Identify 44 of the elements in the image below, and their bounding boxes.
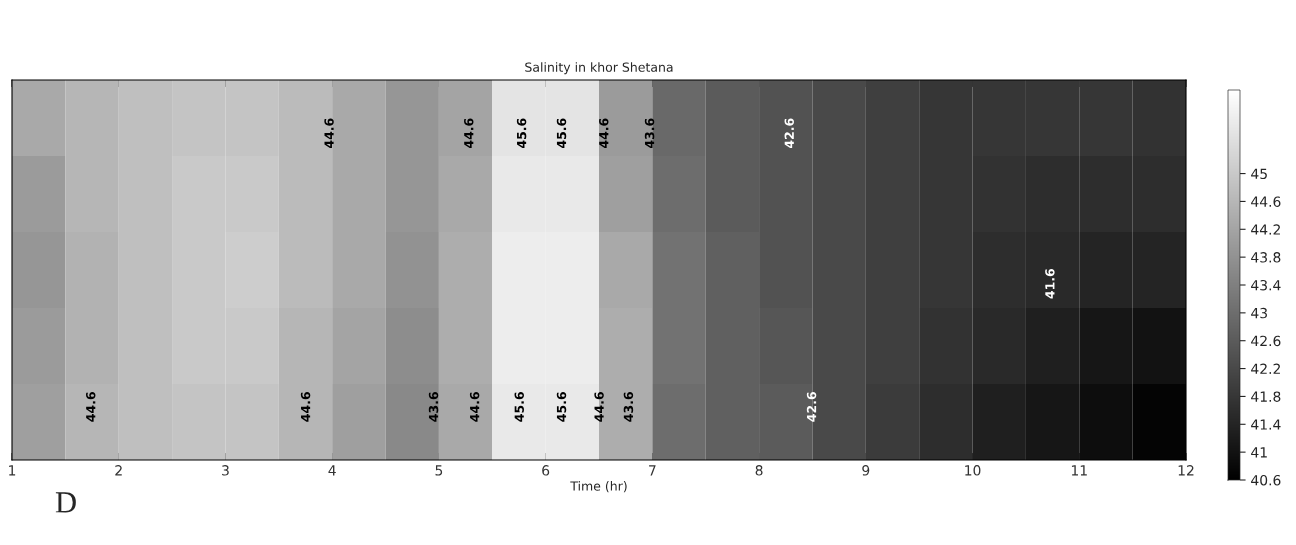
color-bar-label: 44.2 — [1251, 224, 1280, 235]
color-bar-label: 41.4 — [1251, 419, 1281, 430]
annotation: 44.6 — [324, 118, 334, 149]
color-bar-label: 44.6 — [1251, 196, 1281, 207]
x-tick-label: 4 — [328, 465, 336, 476]
color-bar-label: 43.4 — [1251, 279, 1281, 291]
x-tick-label: 2 — [115, 465, 122, 476]
color-bar-label: 42.2 — [1251, 363, 1280, 374]
annotation: 43.6 — [428, 392, 439, 422]
annotation: 43.6 — [623, 392, 634, 422]
annotation: 44.6 — [469, 392, 480, 422]
x-tick-label: 12 — [1178, 465, 1194, 476]
x-tick-label: 1 — [9, 465, 16, 476]
annotation: 44.6 — [594, 392, 604, 422]
x-axis-title: Time (hr) — [570, 481, 627, 493]
annotation: 45.6 — [556, 118, 567, 149]
x-tick-label: 5 — [435, 465, 443, 476]
annotation: 44.6 — [86, 392, 96, 422]
x-tick-label: 10 — [965, 465, 981, 476]
color-bar-label: 45 — [1251, 168, 1267, 180]
annotation: 44.6 — [599, 118, 609, 149]
x-tick-label: 3 — [222, 465, 229, 476]
x-tick-label: 7 — [649, 465, 656, 476]
color-bar-label: 42.6 — [1251, 335, 1281, 347]
color-bar-label: 43 — [1251, 307, 1267, 319]
annotation: 44.6 — [464, 118, 474, 149]
x-tick-label: 11 — [1071, 465, 1087, 476]
annotation: 41.6 — [1045, 268, 1055, 299]
annotation: 43.6 — [644, 118, 655, 149]
color-bar-label: 43.8 — [1251, 252, 1281, 263]
text: D — [55, 492, 76, 513]
annotation: 42.6 — [806, 392, 817, 422]
annotation: 44.6 — [300, 392, 311, 422]
annotation: 42.6 — [784, 118, 794, 149]
annotation: 45.6 — [556, 392, 567, 422]
annotation: 45.6 — [516, 118, 527, 149]
color-bar-label: 40.6 — [1251, 474, 1281, 486]
color-bar-label: 41.8 — [1251, 391, 1281, 402]
annotation: 45.6 — [514, 392, 524, 422]
x-tick-label: 9 — [862, 465, 870, 476]
x-tick-label: 6 — [542, 465, 550, 476]
color-bar-label: 41 — [1251, 447, 1267, 458]
x-tick-label: 8 — [755, 465, 763, 476]
chart-title: Salinity in khor Shetana — [525, 62, 673, 75]
